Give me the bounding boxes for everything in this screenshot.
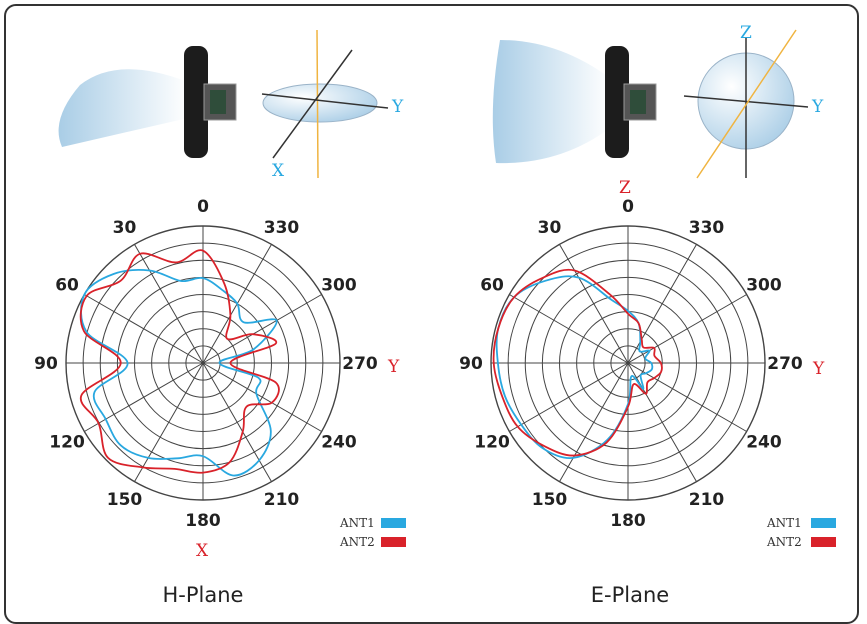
angle-label-330: 330 xyxy=(689,218,725,238)
h-plane-x-axis-label: X xyxy=(196,541,209,561)
angle-label-180: 180 xyxy=(185,511,221,531)
angle-label-330: 330 xyxy=(264,218,300,238)
grid-spoke xyxy=(202,362,272,482)
legend-swatch-ant2 xyxy=(811,537,836,547)
beam-cone xyxy=(492,40,610,164)
h-plane-disc xyxy=(262,83,378,123)
legend-label-ant1: ANT1 xyxy=(766,516,802,530)
series-ant2 xyxy=(492,268,663,457)
grid-spoke xyxy=(627,244,697,364)
grid-spoke xyxy=(559,362,629,482)
grid-spoke xyxy=(84,294,204,364)
angle-label-120: 120 xyxy=(49,433,85,453)
angle-label-210: 210 xyxy=(689,490,725,510)
grid-spoke xyxy=(559,244,629,364)
angle-label-30: 30 xyxy=(538,218,562,238)
illustration-y-label: Y xyxy=(391,97,404,117)
grid-spoke xyxy=(627,362,747,432)
z-axis-line xyxy=(316,29,319,179)
e-plane-polar-chart: 0 30 60 90 120 150 180 210 240 270 300 330 xyxy=(459,197,803,531)
angle-label-150: 150 xyxy=(532,490,568,510)
grid-spoke xyxy=(509,294,629,364)
angle-label-0: 0 xyxy=(622,197,634,217)
h-plane-illustration: Y X xyxy=(58,29,404,181)
angle-label-210: 210 xyxy=(264,490,300,510)
legend-label-ant1: ANT1 xyxy=(339,516,375,530)
e-plane-legend: ANT1 ANT2 xyxy=(766,516,836,549)
illustration-x-label: X xyxy=(272,161,285,181)
angle-label-30: 30 xyxy=(113,218,137,238)
angle-label-240: 240 xyxy=(746,433,782,453)
grid-spoke xyxy=(202,294,322,364)
h-plane-legend: ANT1 ANT2 xyxy=(339,516,406,549)
x-axis-line xyxy=(696,29,797,179)
illustration-z-label: Z xyxy=(740,23,752,43)
grid-spoke xyxy=(627,294,747,364)
angle-label-60: 60 xyxy=(55,276,79,296)
angle-label-240: 240 xyxy=(321,433,357,453)
angle-label-150: 150 xyxy=(107,490,143,510)
angle-label-90: 90 xyxy=(34,354,58,374)
legend-swatch-ant1 xyxy=(811,518,836,528)
legend-swatch-ant2 xyxy=(381,537,406,547)
series-ant2 xyxy=(79,249,280,474)
e-plane-z-axis-label: Z xyxy=(619,178,631,198)
e-plane-title: E-Plane xyxy=(591,583,669,607)
grid-spoke xyxy=(134,362,204,482)
grid-spoke xyxy=(84,362,204,432)
angle-label-270: 270 xyxy=(342,354,378,374)
angle-label-270: 270 xyxy=(767,354,803,374)
legend-label-ant2: ANT2 xyxy=(339,535,375,549)
y-axis-line xyxy=(261,93,389,109)
angle-label-0: 0 xyxy=(197,197,209,217)
h-plane-y-axis-label: Y xyxy=(387,357,400,377)
grid-spoke xyxy=(134,244,204,364)
grid-spoke xyxy=(202,362,322,432)
angle-label-300: 300 xyxy=(321,276,357,296)
e-plane-illustration: Z Y xyxy=(492,23,824,179)
angle-label-90: 90 xyxy=(459,354,483,374)
series-ant1 xyxy=(80,269,278,477)
legend-label-ant2: ANT2 xyxy=(766,535,802,549)
antenna-panel xyxy=(184,46,208,158)
grid-spoke xyxy=(627,362,697,482)
angle-label-120: 120 xyxy=(474,433,510,453)
angle-label-300: 300 xyxy=(746,276,782,296)
x-axis-line xyxy=(272,49,353,159)
illustration-y-label: Y xyxy=(811,97,824,117)
series-ant1 xyxy=(495,275,654,460)
angle-label-180: 180 xyxy=(610,511,646,531)
grid-spoke xyxy=(509,362,629,432)
y-axis-line xyxy=(683,95,809,108)
beam-cone xyxy=(58,69,188,147)
h-plane-title: H-Plane xyxy=(163,583,244,607)
antenna-panel xyxy=(605,46,629,158)
legend-swatch-ant1 xyxy=(381,518,406,528)
h-plane-polar-chart: 0 30 60 90 120 150 180 210 240 270 300 330 xyxy=(34,197,378,531)
angle-label-60: 60 xyxy=(480,276,504,296)
e-plane-y-axis-label: Y xyxy=(812,359,825,379)
